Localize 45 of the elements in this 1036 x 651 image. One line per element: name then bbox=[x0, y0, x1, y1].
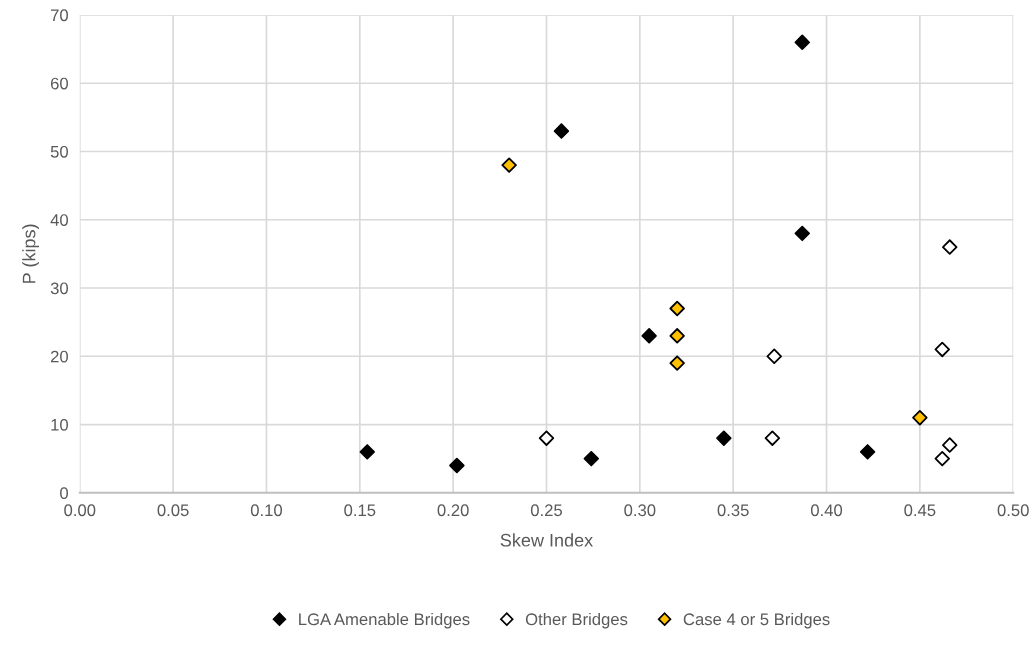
x-tick-label: 0.40 bbox=[810, 504, 843, 517]
y-tick-label: 70 bbox=[50, 9, 69, 22]
point bbox=[912, 410, 928, 426]
point bbox=[538, 430, 555, 446]
y-axis-title: P (kips) bbox=[22, 224, 40, 283]
point bbox=[553, 123, 570, 139]
point bbox=[794, 225, 810, 242]
legend-label: LGA Amenable Bridges bbox=[299, 612, 470, 629]
point bbox=[501, 157, 517, 173]
point bbox=[766, 348, 782, 364]
point bbox=[934, 450, 950, 467]
x-tick-label: 0.10 bbox=[250, 504, 283, 517]
point bbox=[716, 430, 732, 446]
point bbox=[942, 239, 958, 255]
legend-label: Other Bridges bbox=[525, 612, 628, 629]
y-tick-label: 0 bbox=[60, 487, 69, 500]
point bbox=[669, 300, 685, 317]
x-tick-label: 0.35 bbox=[717, 504, 749, 517]
y-tick-label: 40 bbox=[50, 214, 69, 226]
x-tick-label: 0.20 bbox=[437, 504, 469, 517]
point bbox=[669, 328, 685, 344]
x-tick-label: 0.45 bbox=[904, 504, 936, 517]
y-tick-label: 20 bbox=[50, 350, 69, 363]
point bbox=[794, 34, 810, 50]
point bbox=[934, 341, 950, 358]
y-tick-label: 60 bbox=[50, 77, 69, 90]
legend-label: Case 4 or 5 Bridges bbox=[683, 612, 830, 629]
x-tick-label: 0.25 bbox=[530, 504, 563, 517]
x-tick-label: 0.00 bbox=[64, 504, 96, 517]
point bbox=[859, 444, 876, 460]
point bbox=[449, 457, 465, 474]
x-tick-label: 0.30 bbox=[624, 504, 656, 517]
point bbox=[583, 450, 600, 467]
point bbox=[669, 355, 685, 371]
point bbox=[359, 444, 375, 460]
x-tick-label: 0.05 bbox=[157, 504, 189, 517]
x-tick-label: 0.50 bbox=[997, 504, 1029, 517]
point bbox=[641, 328, 657, 344]
point bbox=[942, 437, 958, 453]
x-axis-title: Skew Index bbox=[500, 533, 593, 547]
x-tick-label: 0.15 bbox=[344, 504, 376, 517]
y-tick-label: 10 bbox=[51, 418, 69, 431]
y-tick-label: 50 bbox=[50, 145, 69, 158]
y-tick-label: 30 bbox=[50, 282, 69, 295]
point bbox=[764, 430, 781, 446]
